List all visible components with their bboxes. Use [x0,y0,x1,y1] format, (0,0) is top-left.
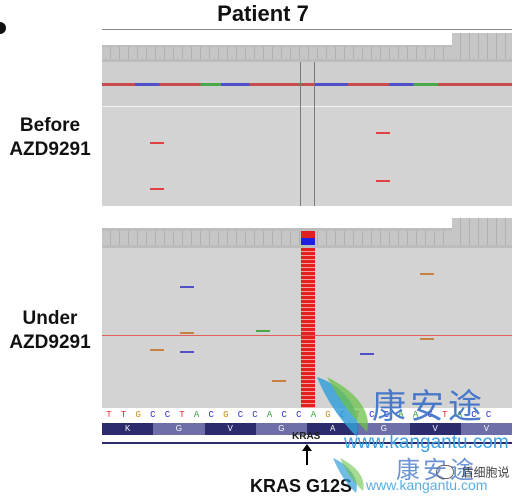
sequence-base: A [266,410,273,420]
under-variant-mark [256,330,270,332]
before-coverage-bar-right [452,33,512,59]
under-coverage-track[interactable] [102,218,512,248]
sequence-base: G [223,410,229,420]
sequence-base: C [471,410,477,420]
mutation-coverage-red [301,231,315,238]
amino-acid-box: A [307,423,359,435]
under-variant-mark [180,351,194,353]
under-variant-mark [150,349,164,351]
mutation-read-column [301,248,315,408]
under-variant-mark [180,286,194,288]
sequence-base: T [179,410,185,420]
under-variant-mark [360,353,374,355]
gene-label: KRAS [292,431,321,442]
amino-acid-box: V [409,423,461,435]
under-variant-mark [420,273,434,275]
sequence-base: A [310,410,317,420]
sequence-base: A [456,410,463,420]
before-coverage-track[interactable] [102,33,512,62]
under-label-line1: Under [22,308,78,329]
under-label-line2: AZD9291 [9,332,91,353]
before-ruler-line [102,29,512,30]
under-variant-mark [420,338,434,340]
before-center-line-left [300,62,301,212]
watermark-logo-icon-2 [330,455,370,495]
under-coverage-bar [102,231,452,245]
before-variant-mark [150,188,164,190]
sequence-base: C [208,410,214,420]
mutation-coverage-blue [301,238,315,245]
before-variant-mark [376,180,390,182]
watermark-logo-icon [312,372,382,442]
before-label-line1: Before [19,115,81,136]
amino-acid-box: V [460,423,512,435]
sequence-base: C [296,410,302,420]
sequence-base: C [237,410,244,420]
sequence-base: C [150,410,156,420]
before-coverage-bar [102,47,452,59]
before-label-line2: AZD9291 [9,139,91,160]
sequence-track: TTGCCTACGCCACCAGCTCCAACTACC [102,409,512,422]
under-alignment-panel[interactable] [102,248,512,408]
sequence-base: G [325,410,331,420]
gene-track-line [102,442,512,444]
under-variant-mark [180,332,194,334]
sequence-base: C [164,410,171,420]
amino-acid-box: V [204,423,256,435]
watermark-brand-2: 康安途 [396,456,477,484]
sequence-base: C [427,410,433,420]
sequence-base: C [369,410,375,420]
sequence-base: G [135,410,141,420]
watermark-url: www.kangantu.com [344,432,509,453]
under-variant-mark [272,380,286,382]
sequence-base: T [442,410,448,420]
wechat-icon [436,464,454,479]
sequence-base: T [120,410,127,420]
before-center-line-right [314,62,315,212]
social-account-badge: 盾细胞说 [436,463,520,483]
watermark-url-2: www.kangantu.com [366,477,488,493]
mutation-arrow-icon [297,444,317,466]
sequence-base: C [485,410,492,420]
sequence-base: C [281,410,287,420]
social-account-name: 盾细胞说 [461,465,510,480]
before-label: Before AZD9291 [0,114,100,162]
watermark-brand: 康安途 [372,387,486,427]
before-variant-mark [376,132,390,134]
mutation-label: KRAS G12S [250,476,353,496]
before-panel-bottom-strip [102,206,512,212]
sequence-base: A [193,410,200,420]
sequence-base: T [106,410,112,420]
under-horizontal-red-line [102,335,512,336]
sequence-base: C [252,410,258,420]
before-alignment-panel[interactable] [102,62,512,212]
page-title: Patient 7 [217,1,309,26]
under-label: Under AZD9291 [0,307,100,355]
before-read-separator [102,106,512,107]
amino-acid-box: G [358,423,410,435]
amino-acid-box: G [255,423,307,435]
amino-acid-box: G [153,423,205,435]
amino-acid-box: K [102,423,154,435]
before-variant-mark [150,142,164,144]
panel-letter-fragment [0,22,6,34]
under-coverage-bar-right [452,218,512,245]
sequence-base: C [383,410,390,420]
sequence-base: A [412,410,419,420]
before-ref-line [102,83,512,86]
sequence-base: A [398,410,404,420]
